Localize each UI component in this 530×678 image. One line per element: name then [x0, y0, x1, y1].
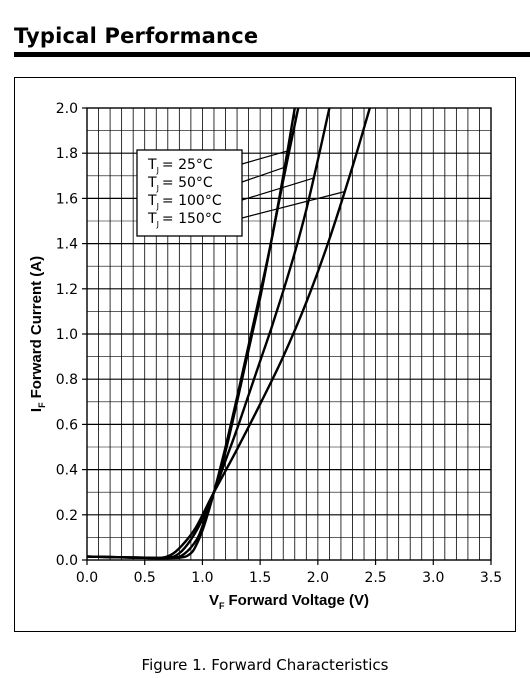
x-tick-label: 3.5	[480, 570, 502, 586]
x-tick-label: 2.5	[364, 570, 386, 586]
x-axis-label: VF Forward Voltage (V)	[209, 592, 369, 611]
legend-entry: TJ = 100°C	[147, 193, 222, 211]
series-line	[86, 107, 300, 560]
figure-caption: Figure 1. Forward Characteristics	[141, 656, 389, 674]
x-tick-label: 1.0	[191, 570, 213, 586]
x-tick-label: 3.0	[422, 570, 444, 586]
x-tick-label: 1.5	[249, 570, 271, 586]
page-title: Typical Performance	[14, 24, 259, 48]
legend-entry: TJ = 50°C	[147, 175, 213, 193]
series-line	[86, 107, 331, 560]
chart-frame: 0.0 0.5 1.0 1.5 2.0 2.5 3.0 3.5 0.0 0.2 0.4 0.6 0.8 1…	[14, 77, 516, 632]
legend-entry: TJ = 25°C	[147, 157, 213, 175]
legend-leader-line	[241, 177, 314, 201]
y-axis-label: IFForward Current (A)	[28, 256, 47, 412]
y-tick-label: 0.4	[56, 463, 78, 479]
y-axis-label-group: IFForward Current (A)	[28, 256, 47, 412]
legend-leader-line	[241, 166, 287, 183]
x-tick-label: 0.0	[76, 570, 98, 586]
y-tick-label: 0.6	[56, 417, 78, 433]
y-tick-label: 0.0	[56, 553, 78, 569]
legend-leader-line	[241, 191, 345, 219]
x-tick-label: 0.5	[134, 570, 156, 586]
title-divider	[14, 52, 530, 57]
y-tick-label: 2.0	[56, 101, 78, 117]
y-tick-label: 0.2	[56, 508, 78, 524]
legend-leader-line	[241, 150, 288, 165]
y-tick-label: 1.4	[56, 237, 78, 253]
y-tick-label: 1.0	[56, 327, 78, 343]
x-tick-label: 2.0	[307, 570, 329, 586]
y-tick-label: 1.8	[56, 146, 78, 162]
y-tick-label: 1.2	[56, 282, 78, 298]
series-line	[86, 107, 371, 560]
legend-box	[136, 149, 243, 237]
y-tick-label: 0.8	[56, 372, 78, 388]
legend-entry: TJ = 150°C	[147, 211, 222, 229]
forward-characteristics-chart: 0.0 0.5 1.0 1.5 2.0 2.5 3.0 3.5 0.0 0.2 0.4 0.6 0.8 1…	[28, 101, 502, 611]
y-tick-label: 1.6	[56, 191, 78, 207]
